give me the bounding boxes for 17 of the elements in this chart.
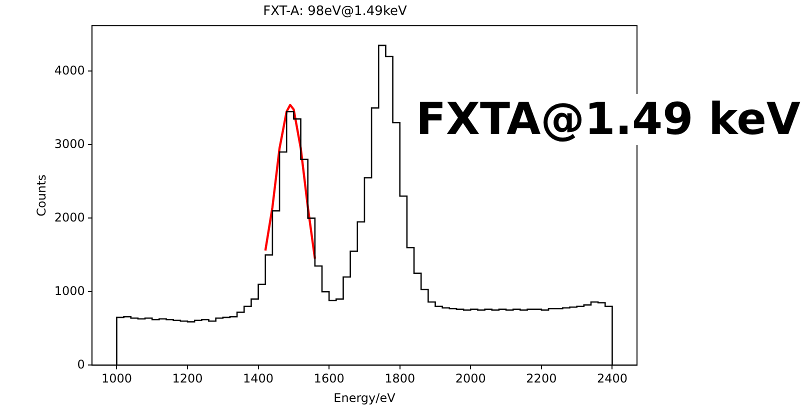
x-tick-label: 2000 (455, 372, 486, 386)
y-tick-label: 4000 (54, 63, 85, 78)
x-tick-label: 2200 (526, 372, 557, 386)
y-axis-title: Counts (34, 174, 48, 216)
x-tick-label: 1400 (243, 372, 274, 386)
annotation: FXTA@1.49 keV (416, 94, 800, 145)
x-tick-label: 1600 (314, 372, 344, 386)
x-tick-label: 1200 (172, 372, 203, 386)
x-tick-label: 1000 (101, 372, 132, 386)
y-tick-label: 2000 (54, 210, 85, 224)
chart-title: FXT-A: 98eV@1.49keV (263, 4, 408, 20)
y-tick-label: 0 (77, 357, 85, 372)
y-tick-label: 3000 (54, 136, 85, 151)
y-tick-label: 1000 (54, 284, 85, 298)
x-tick-label: 1800 (384, 372, 416, 386)
x-tick-label: 2400 (596, 372, 628, 386)
x-axis-title: Energy/eV (334, 390, 396, 405)
